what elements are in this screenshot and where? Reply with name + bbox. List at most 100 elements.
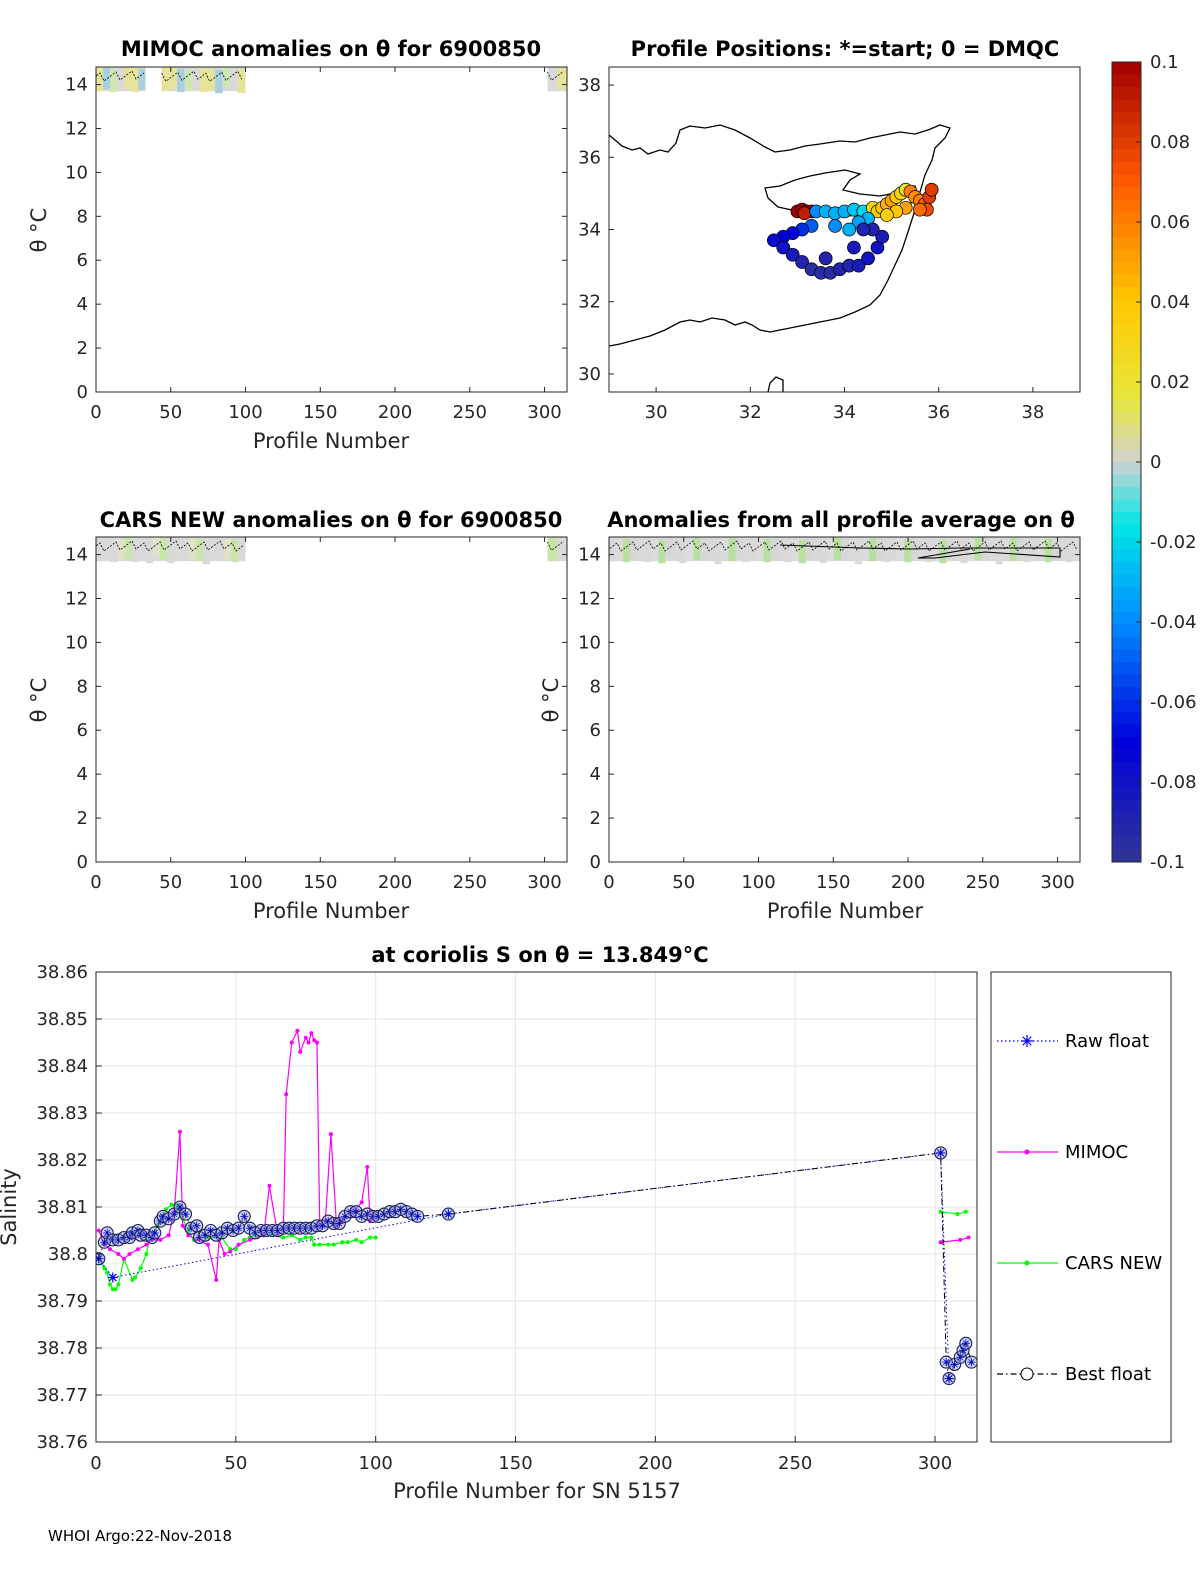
cars-xlabel: Profile Number (253, 899, 410, 923)
colorbar-segment (1112, 149, 1141, 163)
colorbar-segment (1112, 437, 1141, 450)
salinity-xtick-label: 0 (90, 1453, 101, 1474)
cars-ytick-label: 8 (77, 676, 88, 697)
mimoc-xtick-label: 200 (378, 402, 412, 423)
salinity-xtick-label: 100 (359, 1453, 393, 1474)
colorbar-segment (1112, 262, 1141, 275)
cars-ytick-label: 0 (77, 852, 88, 873)
colorbar-segment (1112, 199, 1141, 213)
mimoc-xtick-label: 0 (90, 402, 101, 423)
mimoc-point (359, 1200, 364, 1205)
profile-position-point (851, 258, 866, 273)
colorbar-segment (1112, 387, 1141, 400)
mimoc-line (98, 1028, 377, 1280)
cars-new-point (138, 1266, 143, 1271)
mimoc-xtick-label: 300 (527, 402, 561, 423)
mimoc-point (116, 1252, 121, 1256)
best-float-point-star (96, 1254, 103, 1263)
salinity-ytick-label: 38.77 (36, 1385, 88, 1406)
mimoc-cell (192, 67, 200, 90)
cars-new-point (373, 1235, 378, 1240)
avg-cell (967, 540, 975, 562)
mimoc-point (228, 1249, 233, 1254)
cars-cell (96, 537, 104, 562)
avg-cell (609, 537, 617, 562)
cars-cell (231, 540, 239, 563)
avg-cell (679, 539, 687, 564)
colorbar-segment (1112, 212, 1141, 225)
mimoc-ytick-label: 4 (77, 294, 88, 315)
mimoc-ytick-label: 6 (77, 250, 88, 271)
salinity-xtick-label: 300 (918, 1453, 952, 1474)
cars-new-point (309, 1235, 314, 1240)
colorbar-segment (1112, 687, 1141, 700)
salinity-xtick-label: 50 (224, 1453, 247, 1474)
mimoc-cell (177, 69, 185, 93)
avg-xtick-label: 300 (1040, 872, 1074, 893)
mimoc-point (222, 1252, 227, 1256)
best-float-point-star (959, 1346, 968, 1355)
mimoc-ytick-label: 12 (65, 118, 88, 139)
colorbar-segment (1112, 424, 1141, 438)
mimoc-point (295, 1028, 300, 1033)
positions-xtick-label: 32 (739, 402, 762, 423)
cars-ytick-label: 12 (65, 588, 88, 609)
cars-new-point (130, 1277, 135, 1282)
mimoc-cell (117, 70, 125, 91)
mimoc-cell (547, 67, 558, 92)
colorbar-tick-label: -0.1 (1150, 852, 1185, 873)
avg-xtick-label: 100 (741, 872, 775, 893)
mimoc-point (177, 1129, 182, 1134)
colorbar-segment (1112, 274, 1141, 288)
mimoc-point (236, 1242, 241, 1247)
profile-position-point (795, 255, 809, 269)
avg-cell (742, 540, 750, 563)
mimoc-cell (222, 67, 231, 88)
colorbar-segment (1112, 174, 1141, 188)
mimoc-point (144, 1242, 149, 1247)
avg-contour (609, 540, 1078, 552)
colorbar-tick-label: 0 (1150, 452, 1161, 473)
colorbar-segment (1112, 299, 1141, 313)
profile-position-point (856, 222, 871, 237)
colorbar-segment (1112, 99, 1141, 113)
colorbar-segment (1112, 824, 1141, 838)
salinity-ytick-label: 38.83 (36, 1103, 88, 1124)
avg-cell (637, 537, 645, 560)
salinity-ytick-label: 38.81 (36, 1197, 88, 1218)
mimoc-point (309, 1031, 314, 1036)
positions-ytick-label: 36 (578, 147, 601, 168)
cars-ytick-label: 10 (65, 632, 88, 653)
best-float-point-star (335, 1219, 344, 1228)
cars-cell (188, 538, 196, 559)
mimoc-xtick-label: 150 (303, 402, 337, 423)
salinity-ytick-label: 38.76 (36, 1432, 88, 1453)
raw-float-line (98, 1152, 950, 1379)
colorbar-tick-label: 0.04 (1150, 292, 1190, 313)
mimoc-xtick-label: 250 (453, 402, 487, 423)
colorbar-segment (1112, 799, 1141, 813)
avg-cell (770, 540, 778, 561)
mimoc-panel: MIMOC anomalies on θ for 6900850 0 50 100 1… (27, 37, 568, 453)
profile-position-point (766, 233, 781, 248)
mimoc-cell (230, 68, 238, 91)
colorbar-segment (1112, 399, 1141, 413)
mimoc-cell (184, 70, 193, 91)
colorbar-segment (1112, 474, 1141, 488)
cars-cell (131, 538, 139, 563)
mimoc-point (247, 1237, 252, 1242)
avg-cell (1009, 538, 1017, 562)
colorbar-segment (1112, 674, 1141, 688)
raw-float-point (107, 1272, 118, 1283)
avg-heatmap (609, 537, 1080, 565)
colorbar-segment (1112, 87, 1141, 100)
colorbar-segment (1112, 612, 1141, 625)
cars-new-point (102, 1266, 107, 1271)
avg-cell (623, 539, 631, 563)
best-float-point-star (234, 1224, 243, 1233)
avg-cell (749, 537, 757, 562)
salinity-xtick-label: 200 (638, 1453, 672, 1474)
cars-ticks: 0 50 100 150 200 250 300 0 2 4 6 8 10 12 14 (65, 537, 567, 893)
colorbar-segment (1112, 849, 1141, 863)
mimoc-cell (161, 67, 170, 92)
